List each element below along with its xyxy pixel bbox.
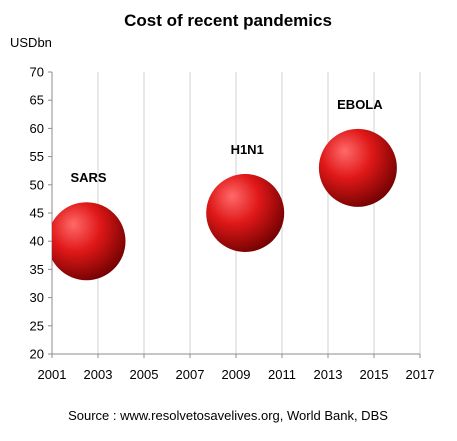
bubble-label-ebola: EBOLA — [337, 97, 383, 112]
y-tick-label: 30 — [30, 290, 44, 305]
y-tick-label: 65 — [30, 93, 44, 108]
y-tick-label: 25 — [30, 318, 44, 333]
bubble-sars — [52, 202, 126, 281]
x-tick-label: 2003 — [84, 367, 113, 382]
bubble-h1n1 — [206, 174, 285, 252]
chart-title: Cost of recent pandemics — [124, 11, 332, 30]
y-tick-label: 55 — [30, 149, 44, 164]
x-tick-label: 2015 — [360, 367, 389, 382]
y-tick-labels: 20 25 30 35 40 45 50 55 60 65 70 — [30, 65, 52, 362]
bubble-ebola — [318, 128, 397, 207]
x-tick-label: 2005 — [130, 367, 159, 382]
y-axis-unit-label: USDbn — [10, 35, 52, 50]
x-tick-label: 2013 — [314, 367, 343, 382]
x-tick-labels: 2001 2003 2005 2007 2009 2011 2013 2015 2017 — [38, 354, 435, 382]
bubbles — [52, 128, 397, 281]
y-tick-label: 70 — [30, 65, 44, 80]
bubble-labels: SARS H1N1 EBOLA — [70, 97, 383, 185]
y-tick-label: 40 — [30, 234, 44, 249]
source-note: Source : www.resolvetosavelives.org, Wor… — [68, 408, 388, 423]
x-tick-label: 2001 — [38, 367, 67, 382]
y-tick-label: 20 — [30, 347, 44, 362]
x-tick-label: 2007 — [176, 367, 205, 382]
y-tick-label: 60 — [30, 121, 44, 136]
x-tick-label: 2009 — [222, 367, 251, 382]
y-tick-label: 50 — [30, 177, 44, 192]
x-tick-label: 2011 — [268, 367, 296, 382]
bubble-label-sars: SARS — [70, 170, 106, 185]
bubble-label-h1n1: H1N1 — [231, 142, 264, 157]
x-tick-label: 2017 — [406, 367, 435, 382]
y-tick-label: 45 — [30, 206, 44, 221]
y-tick-label: 35 — [30, 262, 44, 277]
